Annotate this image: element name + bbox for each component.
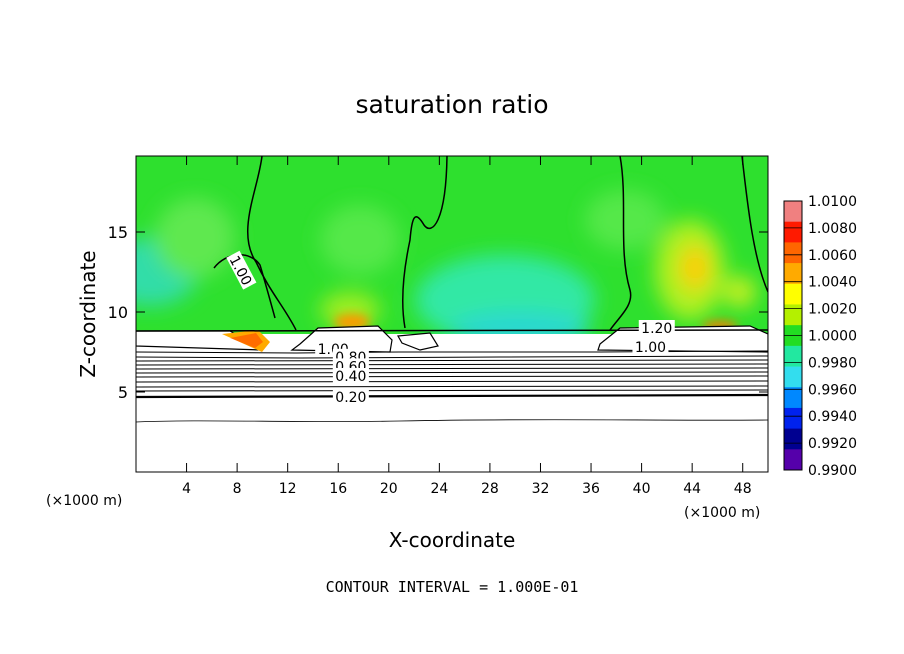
contour-label: 0.40 (335, 369, 366, 385)
colorbar-swatch (784, 263, 802, 285)
contour-label: 1.20 (641, 321, 672, 337)
chart-title: saturation ratio (355, 90, 548, 119)
y-tick-label: 15 (108, 223, 128, 242)
colorbar-swatch (784, 407, 802, 430)
colorbar-label: 1.0080 (808, 221, 857, 237)
y-tick-label: 10 (108, 303, 128, 322)
colorbar-swatch (784, 428, 802, 450)
x-tick-label: 48 (734, 481, 752, 497)
contour-label-bg (632, 339, 669, 355)
x-unit-label-left: (×1000 m) (46, 493, 122, 509)
x-tick-label: 28 (481, 481, 499, 497)
x-tick-label: 44 (683, 481, 701, 497)
plot-frame (135, 155, 769, 473)
contour-label-bg (226, 250, 257, 290)
contour-interval-note: CONTOUR INTERVAL = 1.000E-01 (326, 578, 579, 596)
contour-label: 0.20 (335, 390, 366, 406)
colorbar-swatch (784, 304, 802, 326)
colorbar-label: 1.0060 (808, 248, 857, 264)
contour-label: 1.00 (635, 340, 666, 356)
colorbar-swatch (784, 221, 802, 243)
colorbar-label: 1.0000 (808, 329, 857, 345)
contour-label-bg (332, 368, 369, 383)
colorbar-label: 0.9900 (808, 463, 857, 479)
y-tick-label: 5 (118, 383, 128, 402)
x-tick-label: 24 (430, 481, 448, 497)
colorbar-swatch (784, 345, 802, 368)
contour-label-bg (638, 320, 675, 335)
colorbar-label: 0.9980 (808, 355, 857, 371)
colorbar-swatch (784, 201, 802, 223)
x-tick-label: 36 (582, 481, 600, 497)
y-axis-label: Z-coordinate (76, 250, 100, 377)
x-tick-label: 12 (279, 481, 297, 497)
x-tick-label: 40 (633, 481, 651, 497)
colorbar-swatch (784, 387, 802, 409)
x-tick-label: 8 (233, 481, 242, 497)
colorbar-label: 0.9960 (808, 382, 857, 398)
colorbar-swatch (784, 449, 802, 471)
colorbar-label: 0.9920 (808, 436, 857, 452)
y-axis: 5 10 15 (108, 223, 768, 402)
contour-label-bg (332, 388, 369, 404)
x-tick-label: 32 (532, 481, 550, 497)
x-tick-label: 16 (329, 481, 347, 497)
x-tick-label: 4 (182, 481, 191, 497)
colorbar-swatch (784, 242, 802, 264)
x-axis-label: X-coordinate (389, 528, 516, 552)
colorbar-label: 0.9940 (808, 409, 857, 425)
colorbar-label: 1.0020 (808, 302, 857, 318)
x-unit-label-right: (×1000 m) (684, 505, 760, 521)
x-tick-label: 20 (380, 481, 398, 497)
colorbar-label: 1.0040 (808, 275, 857, 291)
colorbar-swatch (784, 283, 802, 305)
colorbar: 1.0100 1.0080 1.0060 1.0040 1.0020 1.0000 0.99… (783, 194, 857, 479)
heatmap-field (136, 156, 768, 472)
colorbar-swatch (784, 366, 802, 388)
x-axis: 4 8 12 16 20 24 28 32 36 40 44 48 (182, 156, 752, 497)
colorbar-label: 1.0100 (808, 194, 857, 210)
